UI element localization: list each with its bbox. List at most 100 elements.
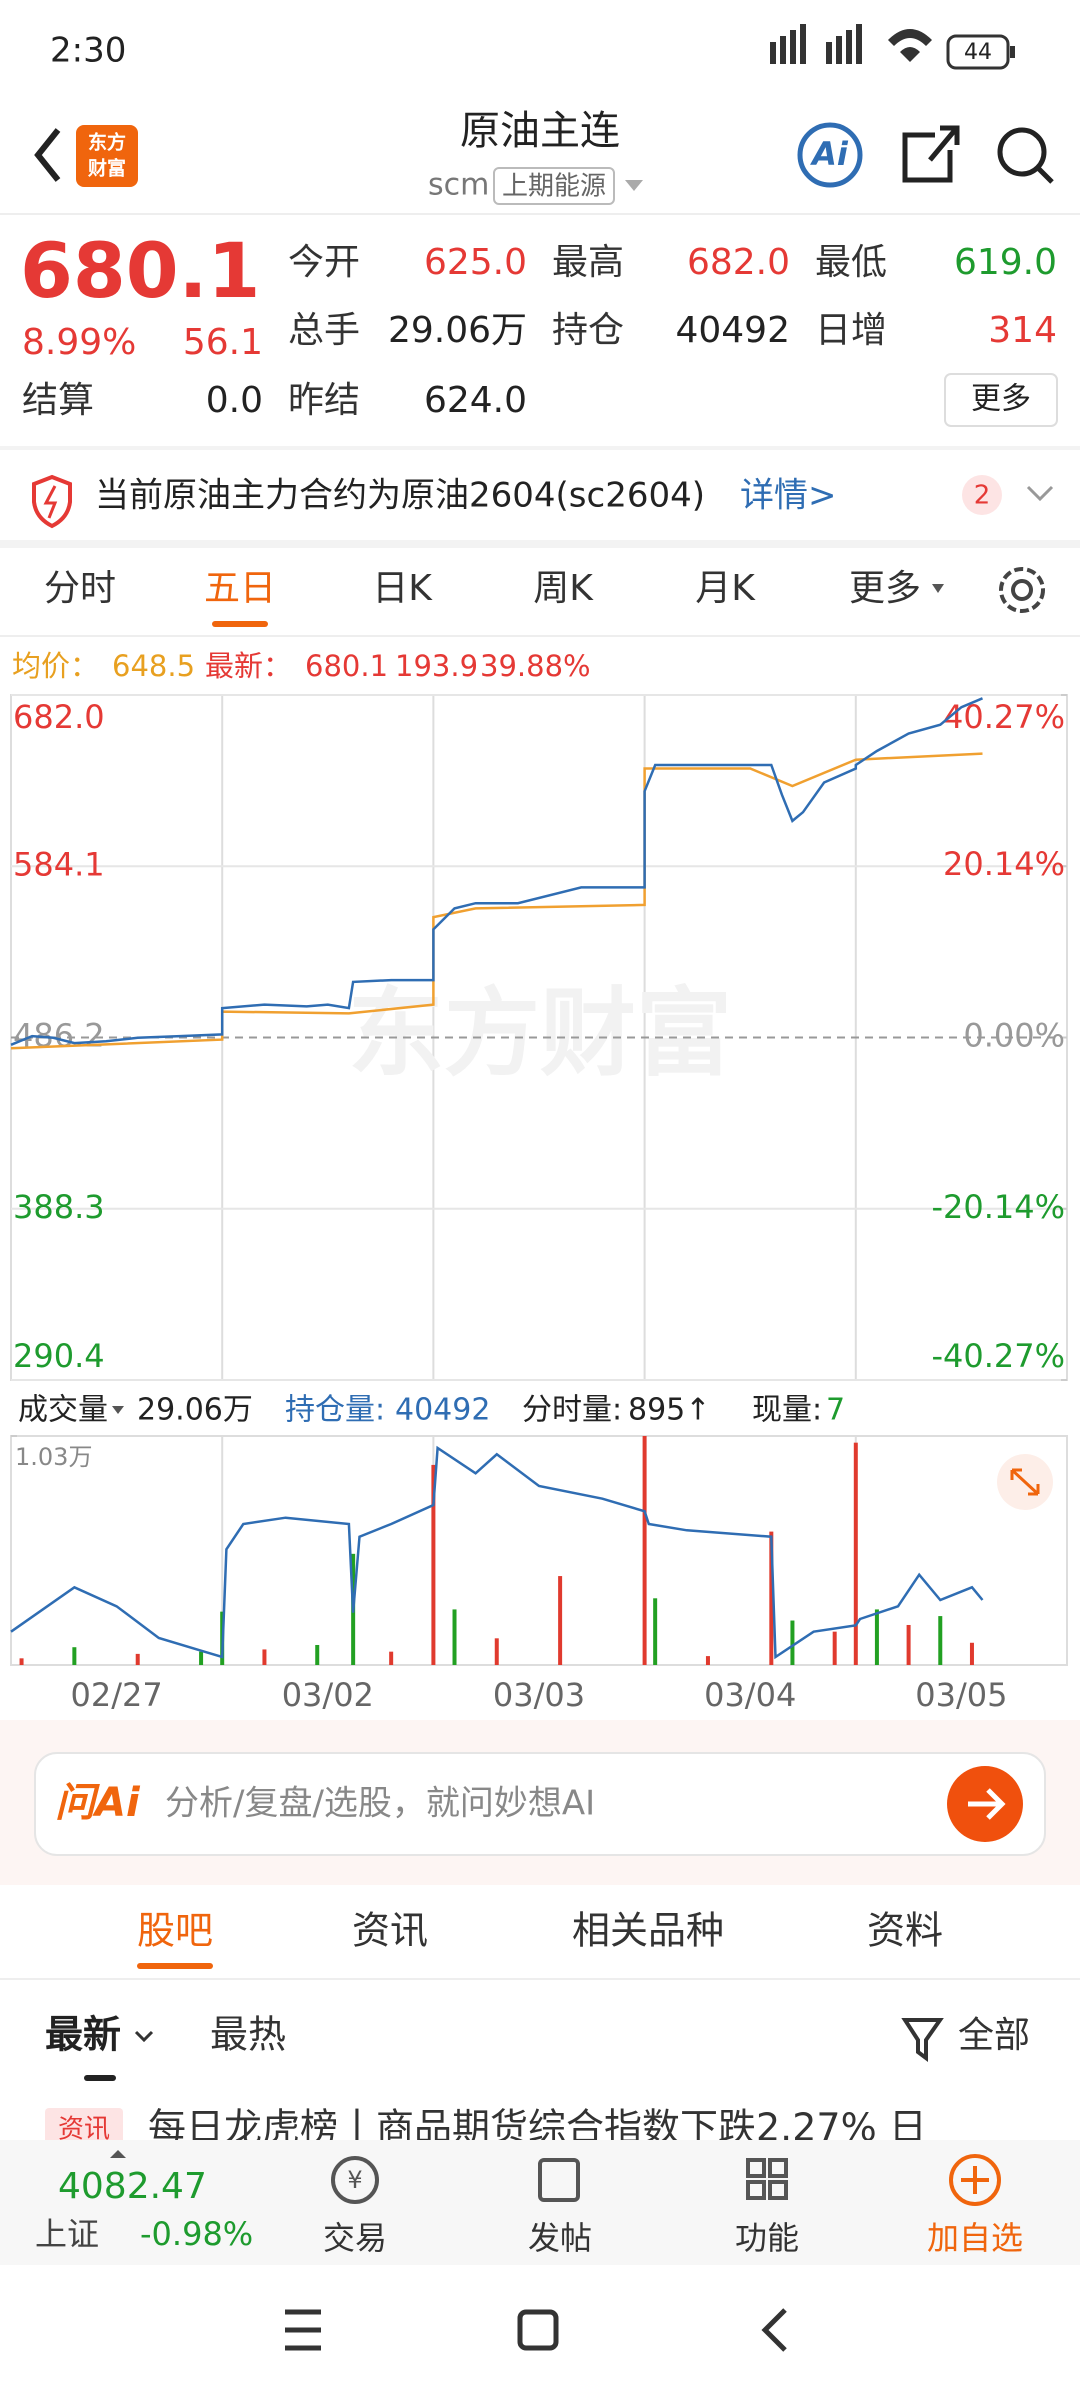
now-value: 7 xyxy=(826,1393,845,1428)
volume-bar xyxy=(72,1647,77,1665)
volume-bar xyxy=(969,1642,974,1665)
tab[interactable]: 月K xyxy=(695,568,756,609)
nav-item[interactable]: 发帖 xyxy=(528,2219,592,2257)
index-value[interactable]: 4082.47 xyxy=(58,2166,207,2207)
volume-bar xyxy=(494,1638,499,1665)
field-value: 624.0 xyxy=(424,380,527,421)
field-value: 40492 xyxy=(675,310,790,351)
nav-item[interactable]: 加自选 xyxy=(927,2219,1023,2257)
volume-frame xyxy=(10,1435,1068,1666)
title: 原油主连 xyxy=(460,108,620,154)
field-label: 今开 xyxy=(288,242,360,283)
sort-tab[interactable]: 最新 xyxy=(45,2013,121,2057)
search-button[interactable] xyxy=(997,127,1054,184)
ai-search-box[interactable] xyxy=(34,1752,1046,1856)
arrow-icon xyxy=(968,1788,1006,1820)
sub-tab[interactable]: 资料 xyxy=(867,1909,943,1953)
divider xyxy=(0,1978,1080,1980)
field-label: 日增 xyxy=(815,310,887,351)
notice-link[interactable]: 详情> xyxy=(740,476,837,516)
nav-icon xyxy=(746,2158,766,2178)
system-nav-buttons[interactable] xyxy=(285,2308,787,2352)
volume-bar xyxy=(853,1442,858,1665)
volume-bar xyxy=(135,1653,140,1665)
expand-chevron[interactable] xyxy=(1026,485,1054,502)
index-caret xyxy=(110,2150,126,2158)
volume-bar xyxy=(19,1658,24,1665)
volume-bar xyxy=(558,1576,563,1665)
more-label[interactable]: 更多 xyxy=(971,382,1031,417)
y-tick-label: 290.4 xyxy=(13,1337,105,1375)
back-button[interactable] xyxy=(34,128,61,182)
volume-bar xyxy=(832,1631,837,1665)
exchange-tag xyxy=(493,167,615,205)
x-tick-label: 03/04 xyxy=(704,1676,796,1714)
y-tick-label: 682.0 xyxy=(13,698,105,736)
index-change: -0.98% xyxy=(140,2215,253,2253)
volume-bar xyxy=(262,1649,267,1665)
y-tick-label: 388.3 xyxy=(13,1188,105,1226)
field-value: 619.0 xyxy=(954,242,1057,283)
share-button[interactable] xyxy=(902,125,960,183)
volume-bar xyxy=(906,1624,911,1665)
nav-icon xyxy=(768,2180,788,2200)
nav-item[interactable]: 功能 xyxy=(735,2219,799,2257)
nav-icon xyxy=(538,2158,580,2202)
nav-item[interactable]: 交易 xyxy=(323,2219,387,2257)
code: scm xyxy=(428,168,489,203)
volume-bar xyxy=(874,1609,879,1665)
now-label: 现量: xyxy=(752,1393,822,1428)
volume-bar xyxy=(389,1651,394,1665)
news-tag xyxy=(45,2108,123,2148)
volume-bar xyxy=(315,1644,320,1665)
sort-arrow xyxy=(134,2030,154,2043)
ai-button[interactable] xyxy=(797,122,863,188)
filter-label[interactable]: 全部 xyxy=(958,2015,1030,2056)
field-label: 总手 xyxy=(288,310,360,351)
field-label: 持仓 xyxy=(552,310,624,351)
tab[interactable]: 更多 xyxy=(849,568,921,609)
y-tick-label: 1.03万 xyxy=(15,1443,92,1471)
tab[interactable]: 日K xyxy=(372,568,433,609)
nav-icon xyxy=(768,2158,788,2178)
exchange: 上期能源 xyxy=(502,172,606,202)
tab[interactable]: 周K xyxy=(533,568,594,609)
system-nav xyxy=(0,2265,1080,2400)
x-tick-label: 02/27 xyxy=(70,1676,162,1714)
tick-label: 分时量: xyxy=(522,1393,622,1428)
divider xyxy=(0,540,1080,548)
tab[interactable]: 分时 xyxy=(44,568,116,609)
news-tag-text: 资讯 xyxy=(58,2115,110,2145)
status-icons xyxy=(770,24,1015,70)
change: 56.1 xyxy=(183,322,263,363)
avg-label: 均价： xyxy=(12,649,99,683)
x-tick-label: 03/02 xyxy=(282,1676,374,1714)
sub-tab[interactable]: 股吧 xyxy=(137,1909,213,1953)
pct-value: 39.88% xyxy=(480,649,591,683)
volume-bar xyxy=(653,1598,658,1665)
nav-icon xyxy=(949,2154,1001,2206)
ai-label[interactable]: Ai xyxy=(809,135,849,173)
notice-text: 当前原油主力合约为原油2604(sc2604) xyxy=(95,476,705,516)
y-tick-label: 584.1 xyxy=(13,845,105,883)
volume-bar xyxy=(705,1656,710,1665)
sub-tab[interactable]: 相关品种 xyxy=(572,1909,724,1953)
sub-tab[interactable]: 资讯 xyxy=(352,1909,428,1953)
volume-bar xyxy=(199,1651,204,1665)
badge-count: 2 xyxy=(974,481,991,511)
status-time: 2:30 xyxy=(50,31,126,71)
tab[interactable]: 五日 xyxy=(204,568,276,609)
logo-text: 东方 xyxy=(88,131,126,154)
more-button[interactable] xyxy=(944,373,1058,427)
field-label: 昨结 xyxy=(288,380,360,421)
x-tick-label: 03/03 xyxy=(493,1676,585,1714)
tab-underline xyxy=(212,621,268,627)
oi-value: 40492 xyxy=(395,1393,490,1428)
sort-tab[interactable]: 最热 xyxy=(210,2013,286,2057)
settings-button[interactable] xyxy=(999,567,1045,613)
ai-placeholder[interactable]: 分析/复盘/选股，就问妙想AI xyxy=(165,1784,595,1824)
filter-icon[interactable] xyxy=(901,2018,944,2062)
tick-value: 895↑ xyxy=(628,1393,710,1428)
